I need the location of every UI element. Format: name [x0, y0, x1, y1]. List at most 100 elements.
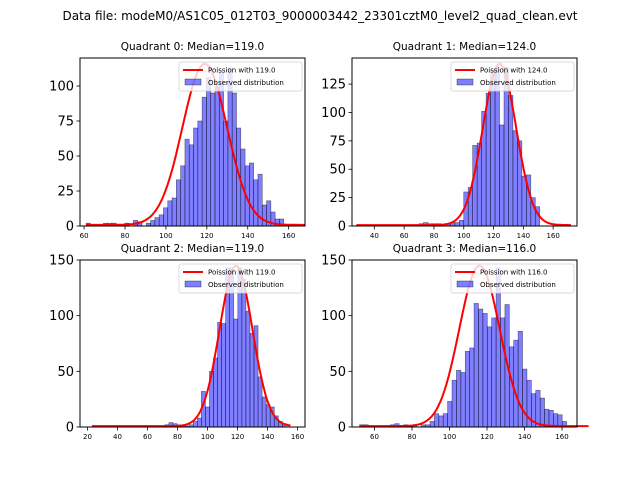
histogram-bar — [253, 179, 259, 227]
histogram-bar — [188, 144, 194, 227]
histogram-bar — [548, 409, 554, 428]
x-tick-label: 140 — [517, 232, 530, 240]
subplot-title: Quadrant 0: Median=119.0 — [121, 41, 264, 53]
legend-bar-swatch — [456, 78, 474, 86]
histogram-bar — [485, 92, 491, 227]
histogram-bar — [197, 120, 203, 227]
x-tick-label: 140 — [261, 433, 274, 441]
y-tick-label: 0 — [338, 220, 346, 235]
x-tick-label: 80 — [121, 232, 130, 240]
axes-frame — [79, 57, 306, 227]
legend-box — [178, 263, 303, 294]
histogram-bar — [167, 200, 173, 227]
poisson-curve — [92, 264, 291, 428]
x-tick-label: 160 — [282, 232, 295, 240]
histogram-bar — [241, 278, 247, 428]
x-tick-label: 100 — [457, 232, 470, 240]
histogram-bar — [429, 421, 435, 428]
histogram-bars — [91, 267, 287, 428]
legend-label-observed: Observed distribution — [208, 79, 284, 87]
histogram-bar — [517, 330, 523, 428]
poisson-curve — [356, 62, 571, 227]
x-tick-label: 60 — [80, 232, 89, 240]
y-tick-label: 75 — [329, 134, 346, 149]
histogram-bar — [469, 347, 475, 428]
histogram-bar — [193, 127, 199, 227]
legend-label-poisson: Poission with 119.0 — [208, 269, 276, 277]
histogram-bar — [205, 406, 210, 428]
y-tick-label: 50 — [57, 365, 74, 380]
x-tick-label: 100 — [201, 433, 214, 441]
histogram-bar — [447, 401, 453, 428]
subplot-quadrant-3: Quadrant 3: Median=116.0 60 80 100 120 140 160… — [321, 243, 589, 441]
histogram-bar — [438, 415, 444, 428]
histogram-bar — [458, 220, 465, 227]
histogram-bar — [482, 313, 488, 428]
histogram-bar — [460, 372, 466, 428]
y-tick-label: 25 — [329, 191, 346, 206]
x-tick-label: 20 — [83, 433, 92, 441]
histogram-bar — [163, 207, 169, 227]
y-tick-label: 0 — [66, 220, 74, 235]
legend-label-poisson: Poission with 124.0 — [480, 67, 548, 75]
legend-bar-swatch — [184, 78, 202, 86]
histogram-bar — [206, 77, 212, 227]
x-tick-label: 60 — [143, 433, 152, 441]
histogram-bar — [150, 220, 156, 227]
x-tick-label: 160 — [555, 433, 568, 441]
subplot-title: Quadrant 3: Median=116.0 — [393, 243, 536, 255]
y-tick-label: 0 — [338, 421, 346, 436]
histogram-bar — [210, 92, 216, 227]
histogram-bar — [249, 333, 255, 428]
histogram-bar — [499, 124, 505, 227]
histogram-bar — [539, 397, 545, 428]
x-tick-label: 80 — [408, 433, 417, 441]
y-tick-label: 25 — [57, 185, 74, 200]
y-tick-label: 0 — [66, 421, 74, 436]
x-tick-label: 60 — [370, 433, 379, 441]
histogram-bar — [154, 217, 160, 227]
histogram-bar — [473, 303, 479, 428]
histogram-bar — [184, 138, 190, 227]
histogram-bar — [158, 214, 164, 227]
x-tick-label: 120 — [487, 232, 500, 240]
histogram-bar — [456, 369, 462, 428]
axes-frame — [351, 57, 578, 227]
subplot-quadrant-1: Quadrant 1: Median=124.0 40 60 80 100 120 140 1… — [321, 41, 578, 240]
subplot-title: Quadrant 1: Median=124.0 — [393, 41, 536, 53]
histogram-bar — [213, 357, 218, 428]
x-tick-label: 140 — [518, 433, 531, 441]
histogram-bar — [454, 222, 460, 227]
y-tick-label: 75 — [57, 115, 74, 130]
x-tick-label: 120 — [231, 433, 244, 441]
histogram-bar — [176, 179, 181, 227]
histogram-bar — [522, 368, 528, 428]
y-tick-label: 100 — [321, 309, 346, 324]
y-tick-label: 100 — [49, 80, 74, 95]
legend: Poission with 119.0 Observed distribution — [178, 263, 303, 294]
x-tick-label: 100 — [443, 433, 456, 441]
x-tick-label: 100 — [159, 232, 172, 240]
legend: Poission with 119.0 Observed distribution — [178, 61, 303, 92]
histogram-bar — [261, 204, 267, 227]
y-tick-label: 50 — [329, 365, 346, 380]
axes-frame — [79, 259, 306, 428]
x-tick-label: 140 — [241, 232, 254, 240]
y-tick-label: 100 — [321, 106, 346, 121]
y-tick-label: 50 — [329, 163, 346, 178]
legend-label-poisson: Poission with 116.0 — [480, 269, 548, 277]
histogram-bar — [472, 145, 478, 227]
histogram-bar — [171, 197, 177, 227]
x-tick-label: 80 — [173, 433, 182, 441]
x-tick-label: 160 — [291, 433, 304, 441]
y-tick-label: 50 — [57, 150, 74, 165]
y-tick-label: 150 — [321, 254, 346, 269]
histogram-bar — [490, 70, 496, 227]
x-tick-label: 120 — [480, 433, 493, 441]
legend-label-observed: Observed distribution — [480, 281, 556, 289]
legend-box — [450, 61, 575, 92]
histogram-bar — [491, 317, 497, 428]
figure-suptitle: Data file: modeM0/AS1C05_012T03_90000034… — [62, 9, 578, 23]
legend-box — [178, 61, 303, 92]
